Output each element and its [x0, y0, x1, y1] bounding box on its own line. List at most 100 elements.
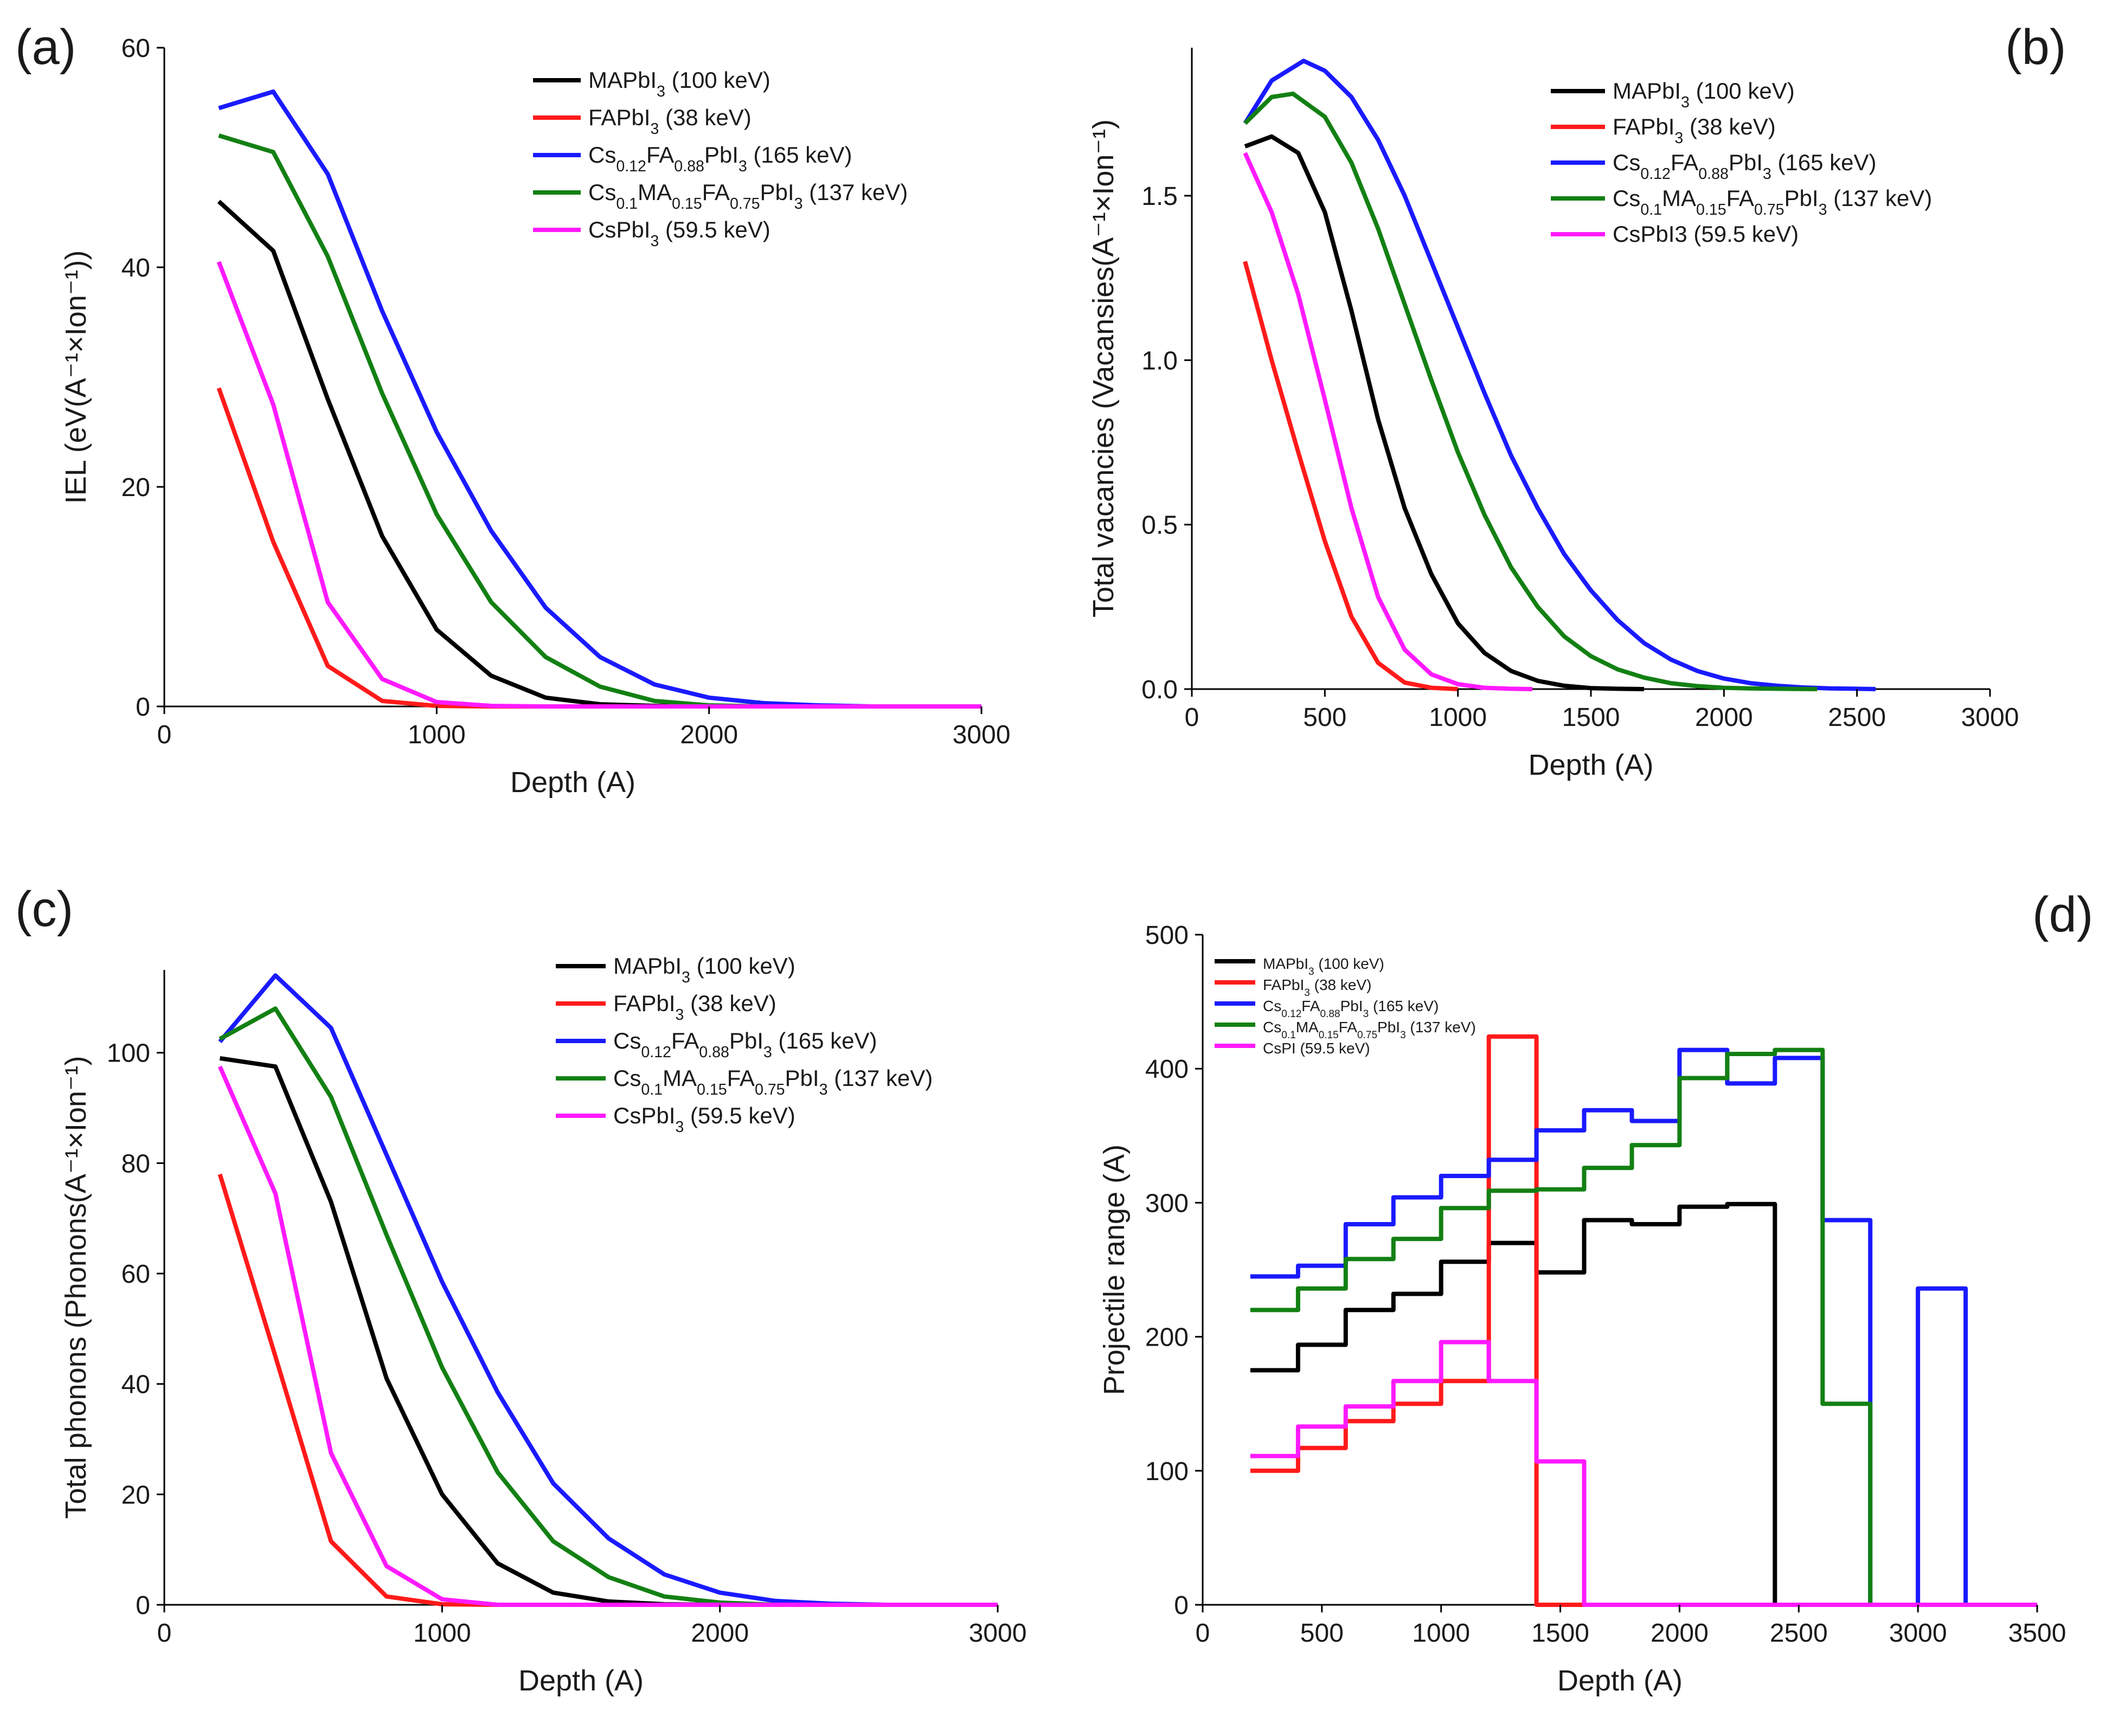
x-tick-label-d-2: 1000 [1412, 1619, 1470, 1648]
series-line-c-3 [219, 1006, 998, 1607]
x-tick-label-d-6: 3000 [1889, 1619, 1947, 1648]
legend-label-d-4: CsPI (59.5 keV) [1263, 1040, 1370, 1057]
y-tick-label-d-3: 300 [1145, 1189, 1189, 1218]
legend-label-part: 0.1 [616, 195, 638, 213]
legend-label-part: Cs [613, 1065, 641, 1091]
legend-label-part: 3 [1400, 1030, 1406, 1041]
legend-label-part: (165 keV) [772, 1028, 877, 1053]
legend-label-part: PbI [704, 142, 739, 168]
legend-label-part: 3 [675, 1118, 684, 1136]
legend-label-part: (165 keV) [1771, 150, 1877, 175]
legend-label-part: 3 [1363, 1008, 1369, 1020]
legend-label-part: FA [1339, 1019, 1358, 1036]
legend-label-part: 0.15 [672, 195, 702, 213]
legend-label-part: 3 [657, 83, 665, 100]
x-tick-label-c-2: 2000 [691, 1619, 749, 1648]
y-tick-label-b-1: 0.5 [1141, 511, 1178, 540]
legend-label-part: CsPbI [588, 217, 650, 242]
legend-label-c-1: FAPbI3 (38 keV) [613, 991, 776, 1024]
legend-label-part: (38 keV) [659, 105, 751, 130]
legend-label-part: Cs [1263, 1019, 1281, 1036]
legend-label-part: 0.1 [1281, 1030, 1295, 1041]
legend-label-part: (100 keV) [690, 953, 795, 979]
y-axis-title-b: Total vacancies (Vacansies(A⁻¹×Ion⁻¹) [1087, 119, 1120, 618]
x-tick-label-b-3: 1500 [1562, 703, 1620, 732]
series-line-a-0 [217, 200, 981, 709]
legend-a: MAPbI3 (100 keV)FAPbI3 (38 keV)Cs0.12FA0… [533, 67, 908, 250]
legend-label-part: (165 keV) [1369, 998, 1439, 1014]
legend-d: MAPbI3 (100 keV)FAPbI3 (38 keV)Cs0.12FA0… [1215, 955, 1476, 1057]
x-tick-label-d-1: 500 [1300, 1619, 1344, 1648]
legend-label-part: PbI [785, 1065, 819, 1091]
legend-label-c-2: Cs0.12FA0.88PbI3 (165 keV) [613, 1028, 877, 1061]
legend-label-part: (100 keV) [1314, 955, 1384, 972]
legend-label-part: 0.12 [641, 1044, 671, 1061]
legend-label-d-1: FAPbI3 (38 keV) [1263, 976, 1371, 999]
series-line-d-2 [1250, 1047, 2037, 1607]
legend-label-part: FAPbI [613, 991, 675, 1016]
legend-label-part: 0.88 [1698, 165, 1729, 183]
series-line-b-3 [1243, 91, 1818, 691]
legend-label-part: 0.12 [616, 158, 646, 175]
legend-label-part: PbI [760, 179, 794, 205]
legend-label-part: MA [1296, 1019, 1319, 1036]
legend-label-d-0: MAPbI3 (100 keV) [1263, 955, 1384, 978]
legend-label-part: CsPbI3 (59.5 keV) [1613, 221, 1799, 247]
y-tick-label-d-4: 400 [1145, 1055, 1189, 1084]
y-tick-label-c-3: 60 [121, 1260, 150, 1289]
legend-label-part: (59.5 keV) [684, 1103, 795, 1128]
legend-label-part: 3 [739, 158, 747, 175]
x-tick-label-b-5: 2500 [1828, 703, 1886, 732]
legend-label-c-4: CsPbI3 (59.5 keV) [613, 1103, 795, 1136]
panel-label-c: (c) [15, 882, 73, 937]
legend-label-part: 3 [794, 195, 803, 213]
legend-label-part: FA [727, 1065, 755, 1091]
legend-label-part: 3 [1674, 130, 1683, 147]
legend-label-c-3: Cs0.1MA0.15FA0.75PbI3 (137 keV) [613, 1065, 933, 1098]
y-tick-label-c-2: 40 [121, 1371, 150, 1399]
y-tick-label-d-2: 200 [1145, 1323, 1189, 1352]
legend-label-part: 0.75 [755, 1081, 785, 1098]
legend-label-part: Cs [1613, 150, 1640, 175]
x-tick-label-b-2: 1000 [1429, 703, 1487, 732]
legend-label-part: 0.15 [1319, 1030, 1339, 1041]
legend-label-part: (38 keV) [1683, 114, 1775, 139]
legend-label-a-1: FAPbI3 (38 keV) [588, 105, 752, 138]
legend-label-part: FA [1671, 150, 1698, 175]
legend-label-part: 0.88 [699, 1044, 729, 1061]
legend-label-part: 3 [1308, 966, 1314, 978]
legend-label-b-4: CsPbI3 (59.5 keV) [1613, 221, 1799, 247]
legend-label-part: (38 keV) [1310, 976, 1372, 993]
series-line-a-4 [216, 261, 981, 709]
legend-label-part: MAPbI [1613, 78, 1681, 104]
y-tick-label-a-2: 40 [121, 254, 150, 282]
legend-label-b-0: MAPbI3 (100 keV) [1613, 78, 1795, 111]
x-tick-label-b-4: 2000 [1695, 703, 1753, 732]
legend-label-part: MAPbI [1263, 955, 1308, 972]
x-tick-label-a-1: 1000 [408, 721, 466, 749]
x-tick-label-a-2: 2000 [680, 721, 738, 749]
legend-label-part: (100 keV) [1690, 78, 1795, 104]
legend-label-b-3: Cs0.1MA0.15FA0.75PbI3 (137 keV) [1613, 185, 1932, 218]
x-tick-label-c-1: 1000 [413, 1619, 471, 1648]
y-tick-label-a-0: 0 [136, 693, 150, 722]
legend-label-d-3: Cs0.1MA0.15FA0.75PbI3 (137 keV) [1263, 1019, 1476, 1041]
legend-label-part: 3 [1681, 94, 1690, 111]
series-line-c-0 [219, 1056, 998, 1607]
x-axis-title-a: Depth (A) [510, 766, 635, 799]
y-axis-title-d: Projectile range (A) [1098, 1145, 1131, 1395]
legend-label-part: PbI [729, 1028, 763, 1053]
legend-label-part: 3 [763, 1044, 772, 1061]
series-line-b-2 [1243, 59, 1876, 691]
legend-label-part: 3 [650, 233, 659, 250]
series-line-c-4 [217, 1065, 998, 1607]
x-tick-label-d-7: 3500 [2008, 1619, 2066, 1648]
y-tick-label-d-5: 500 [1145, 921, 1189, 950]
legend-label-part: MA [1662, 185, 1696, 211]
legend-label-part: 0.12 [1640, 165, 1671, 183]
legend-label-part: MAPbI [588, 67, 657, 93]
panel-a: (a) 0 1000 2000 3000 0 20 40 60 Depth (A) IEL (eV(… [15, 20, 1010, 799]
panel-label-d: (d) [2032, 887, 2093, 942]
legend-label-part: PbI [1340, 998, 1363, 1014]
x-tick-label-d-4: 2000 [1651, 1619, 1709, 1648]
